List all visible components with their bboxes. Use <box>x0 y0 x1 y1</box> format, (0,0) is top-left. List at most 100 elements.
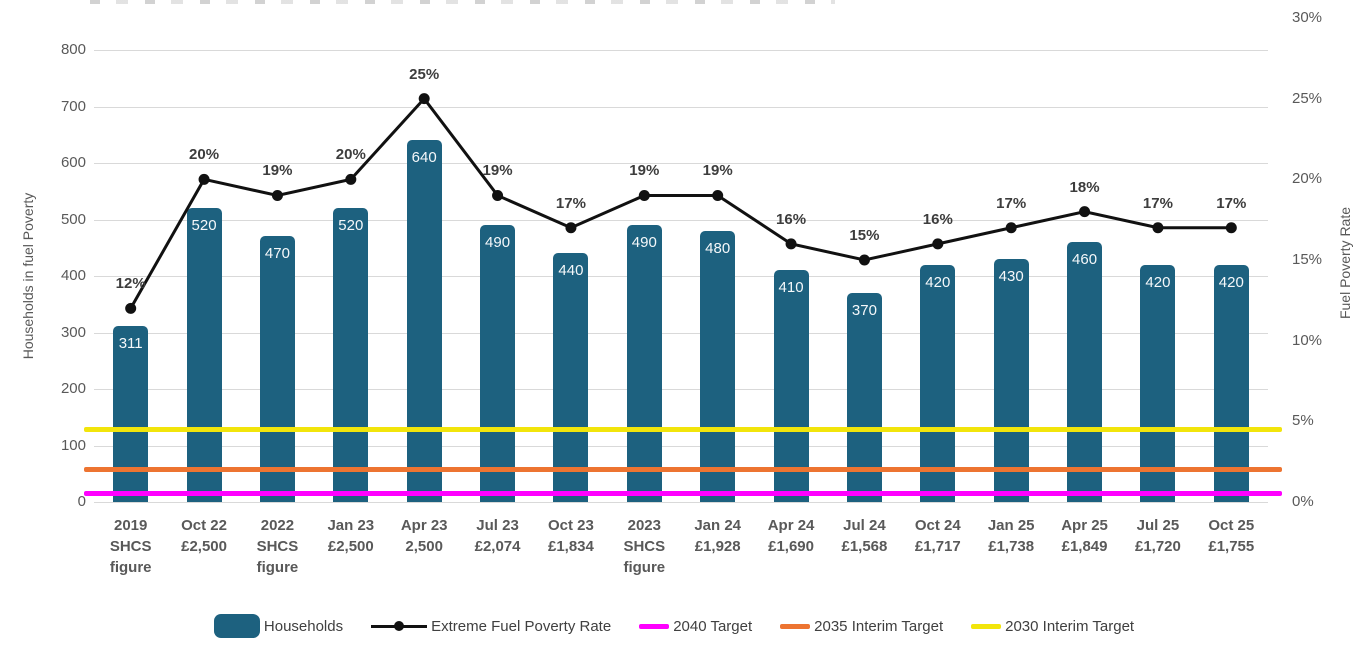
right-axis-tick: 20% <box>1292 170 1323 188</box>
bar-value-label: 480 <box>705 239 731 257</box>
x-axis-label: Jan 23 £2,500 <box>327 517 375 555</box>
bar-value-label: 520 <box>191 217 217 235</box>
gridline <box>94 50 1268 51</box>
household-bar <box>333 208 369 502</box>
household-bar <box>259 236 295 502</box>
right-axis-tick: 15% <box>1292 251 1323 268</box>
2030-interim-target-line <box>84 426 1282 432</box>
rate-value-label: 16% <box>776 210 807 228</box>
x-axis-label: 2019 SHCS figure <box>109 517 152 576</box>
rate-value-label: 19% <box>702 162 733 180</box>
legend-item-households: Households <box>213 614 357 638</box>
rate-marker <box>1225 222 1237 234</box>
left-axis-tick: 700 <box>60 97 86 115</box>
x-axis-label: Jul 23 £2,074 <box>474 517 521 555</box>
legend-item-2040-target: 2040 Target <box>639 618 766 635</box>
rate-marker <box>1079 206 1091 218</box>
households-swatch-icon <box>213 614 260 638</box>
bar-value-label: 470 <box>264 245 290 263</box>
rate-value-label: 18% <box>1069 178 1100 196</box>
bar-value-label: 520 <box>338 217 364 235</box>
gridline <box>94 332 1268 334</box>
clipped-title-fragments <box>90 0 835 4</box>
rate-line <box>129 96 1232 310</box>
x-axis-label: 2023 SHCS figure <box>623 517 666 576</box>
rate-marker <box>638 189 650 201</box>
rate-value-label: 20% <box>189 146 220 164</box>
marker-dot-icon <box>394 621 405 631</box>
rate-value-label: 15% <box>849 227 880 244</box>
x-axis-label: Oct 25 £1,755 <box>1208 517 1255 555</box>
bar-value-label: 420 <box>1218 273 1244 291</box>
household-bar <box>1067 242 1103 502</box>
left-axis-tick: 600 <box>60 154 86 171</box>
right-axis-tick: 30% <box>1292 9 1323 26</box>
target-2040-swatch-icon <box>639 623 670 629</box>
gridline <box>94 106 1268 108</box>
left-axis-tick: 200 <box>60 380 86 397</box>
x-axis-label: Apr 25 £1,849 <box>1061 517 1108 555</box>
x-axis-label: Oct 23 £1,834 <box>547 517 594 555</box>
gridline <box>94 219 1268 221</box>
rate-marker <box>858 254 870 266</box>
target-2030-swatch-icon <box>971 623 1002 629</box>
left-axis-tick: 300 <box>60 323 86 341</box>
rate-value-label: 17% <box>1216 194 1247 212</box>
right-axis-tick: 25% <box>1292 89 1323 107</box>
target-2035-swatch-icon <box>780 623 811 629</box>
bar-value-label: 490 <box>631 234 657 252</box>
x-axis-label: Apr 23 2,500 <box>400 517 448 555</box>
rate-marker <box>1005 222 1017 234</box>
left-axis-tick: 800 <box>60 41 86 58</box>
line-marker-swatch-icon <box>371 621 428 631</box>
household-bar <box>626 225 662 502</box>
rate-value-label: 20% <box>335 146 366 164</box>
x-axis-label: Jul 24 £1,568 <box>841 517 888 555</box>
household-bar <box>186 208 222 502</box>
household-bar <box>846 292 882 502</box>
rate-marker <box>198 173 210 185</box>
rate-marker <box>1152 222 1164 234</box>
household-bar <box>773 270 809 502</box>
legend-label: 2040 Target <box>673 617 753 635</box>
household-bar <box>113 326 149 502</box>
bar-value-label: 430 <box>998 268 1024 286</box>
right-axis-tick: 5% <box>1292 412 1314 430</box>
household-bar <box>406 140 442 502</box>
chart-legend: Households Extreme Fuel Poverty Rate 2040 … <box>0 614 1362 638</box>
rate-marker <box>125 302 137 314</box>
legend-item-extreme-fuel-poverty-rate: Extreme Fuel Poverty Rate <box>371 618 625 635</box>
legend-label: 2030 Interim Target <box>1005 617 1135 635</box>
legend-label: Households <box>263 617 344 635</box>
x-axis-label: Apr 24 £1,690 <box>767 517 815 555</box>
rate-value-label: 19% <box>629 162 660 180</box>
rate-marker <box>565 222 577 234</box>
household-bar <box>480 225 516 502</box>
x-axis-label: Jan 24 £1,928 <box>694 517 742 555</box>
bar-value-label: 410 <box>778 279 804 297</box>
left-axis-tick: 100 <box>60 436 86 454</box>
right-axis-tick: 10% <box>1292 331 1323 349</box>
right-axis-tick: 0% <box>1292 493 1314 510</box>
x-axis-label: Jul 25 £1,720 <box>1134 517 1181 555</box>
rate-marker <box>271 189 283 201</box>
rate-marker <box>712 189 724 201</box>
household-bar <box>553 253 589 502</box>
bar-value-label: 420 <box>925 273 951 291</box>
bar-value-label: 640 <box>411 149 437 167</box>
rate-value-label: 19% <box>262 162 293 180</box>
left-axis-tick: 0 <box>77 493 86 510</box>
gridline <box>94 276 1268 277</box>
2040-target-line <box>84 491 1282 497</box>
bar-value-label: 370 <box>851 301 877 319</box>
gridline <box>94 445 1268 447</box>
rate-value-label: 12% <box>115 275 146 293</box>
household-bar <box>700 230 736 502</box>
bar-value-label: 420 <box>1145 273 1171 291</box>
bar-value-label: 460 <box>1072 251 1098 269</box>
x-axis-label: Oct 24 £1,717 <box>914 517 961 555</box>
x-axis-label: 2022 SHCS figure <box>256 517 299 576</box>
gridline <box>94 389 1268 390</box>
legend-label: Extreme Fuel Poverty Rate <box>431 617 612 635</box>
2035-interim-target-line <box>84 467 1282 473</box>
